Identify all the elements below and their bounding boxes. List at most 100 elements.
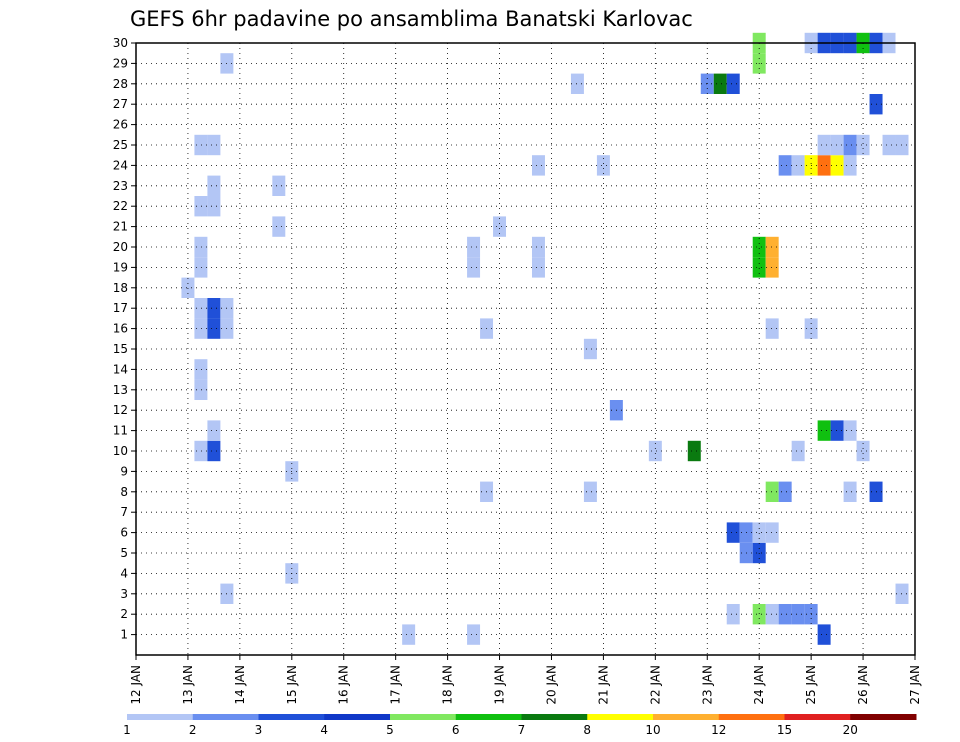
y-tick-label-10: 10 [113,444,128,458]
precip-cell-5 [765,604,779,625]
y-tick-label-13: 13 [113,383,128,397]
precip-cell-14 [726,522,740,543]
precip-cell-38 [583,338,597,360]
y-tick-label-12: 12 [113,403,128,417]
precip-cell-30 [856,440,870,462]
precip-cell-57 [752,236,766,258]
precip-cell-31 [207,420,221,441]
legend-label-20: 20 [843,723,858,737]
precip-cell-58 [765,236,779,258]
precip-cell-43 [765,318,779,339]
precip-cell-79 [882,134,896,156]
legend-swatch-10 [784,714,851,720]
y-tick-label-20: 20 [113,240,128,254]
precip-cell-19 [583,481,597,502]
y-tick-label-24: 24 [113,158,128,172]
x-tick-label-4: 16 JAN [337,665,351,705]
precip-cell-1 [467,624,481,645]
precip-cell-68 [791,155,805,176]
x-tick-label-1: 13 JAN [181,665,195,705]
precip-cell-20 [765,481,779,502]
y-tick-label-17: 17 [113,301,128,315]
precip-cell-32 [817,420,831,441]
legend-label-15: 15 [777,723,792,737]
legend-swatch-0 [127,714,194,720]
precip-cell-78 [856,134,870,156]
precip-cell-54 [194,236,208,258]
precip-cell-84 [713,73,727,94]
plot-frame [135,42,916,656]
legend-label-8: 8 [583,723,591,737]
x-axis-ticks: 12 JAN 13 JAN 14 JAN 15 JAN 16 JAN 17 JAN 18 J… [129,655,922,705]
precip-cell-46 [207,298,221,319]
x-tick-label-13: 25 JAN [804,665,818,705]
x-tick-label-7: 19 JAN [493,665,507,705]
precip-cell-67 [778,155,792,176]
precip-cell-29 [791,440,805,462]
precip-cell-60 [493,216,507,237]
x-tick-label-2: 14 JAN [233,665,247,705]
y-tick-label-27: 27 [113,97,128,111]
precip-cell-56 [531,236,545,258]
chart-title: GEFS 6hr padavine po ansamblima Banatski… [130,7,693,31]
precip-cell-53 [765,257,779,278]
precip-cell-33 [830,420,844,441]
x-tick-label-15: 27 JAN [908,665,922,705]
precip-cell-37 [194,359,208,380]
precip-cell-27 [648,440,662,462]
precip-cell-45 [194,298,208,319]
legend-swatch-4 [390,714,457,720]
precip-cell-66 [596,155,610,176]
color-legend: 1 2 3 4 5 6 7 8 10 12 15 20 [123,714,917,737]
x-tick-label-3: 15 JAN [285,665,299,705]
precip-cell-26 [207,440,221,462]
x-tick-label-10: 22 JAN [648,665,662,705]
precip-cell-61 [194,196,208,217]
precip-cell-63 [207,175,221,196]
precip-cell-25 [194,440,208,462]
y-tick-label-15: 15 [113,342,128,356]
legend-swatch-9 [718,714,785,720]
precip-cell-72 [843,155,857,176]
y-tick-label-29: 29 [113,56,128,70]
precip-cell-49 [194,257,208,278]
precip-cell-71 [830,155,844,176]
y-tick-label-18: 18 [113,281,128,295]
precip-cell-77 [843,134,857,156]
precip-cell-48 [181,277,195,298]
precip-cell-55 [467,236,481,258]
y-tick-label-25: 25 [113,138,128,152]
legend-swatch-5 [455,714,522,720]
legend-swatch-7 [587,714,654,720]
precip-cell-2 [817,624,831,645]
cells-layer [181,32,909,645]
precip-cell-82 [570,73,584,94]
precip-cell-6 [778,604,792,625]
legend-swatch-1 [192,714,259,720]
legend-swatch-6 [521,714,588,720]
precip-cell-65 [531,155,545,176]
precip-cell-39 [194,318,208,339]
precip-cell-80 [895,134,909,156]
precip-cell-10 [895,583,909,604]
precip-cell-50 [467,257,481,278]
y-tick-label-8: 8 [120,485,128,499]
y-tick-label-7: 7 [120,505,128,519]
legend-swatch-3 [324,714,391,720]
precip-cell-70 [817,155,831,176]
grid-layer [135,42,916,655]
precip-cell-17 [765,522,779,543]
precip-cell-3 [726,604,740,625]
y-tick-label-22: 22 [113,199,128,213]
precip-cell-74 [207,134,221,156]
precip-cell-21 [778,481,792,502]
y-tick-label-2: 2 [120,607,128,621]
precip-cell-40 [207,318,221,339]
x-tick-label-14: 26 JAN [856,665,870,705]
y-tick-label-28: 28 [113,77,128,91]
y-tick-label-4: 4 [120,566,128,580]
precip-cell-76 [830,134,844,156]
legend-label-1: 1 [123,723,131,737]
x-tick-label-8: 20 JAN [544,665,558,705]
